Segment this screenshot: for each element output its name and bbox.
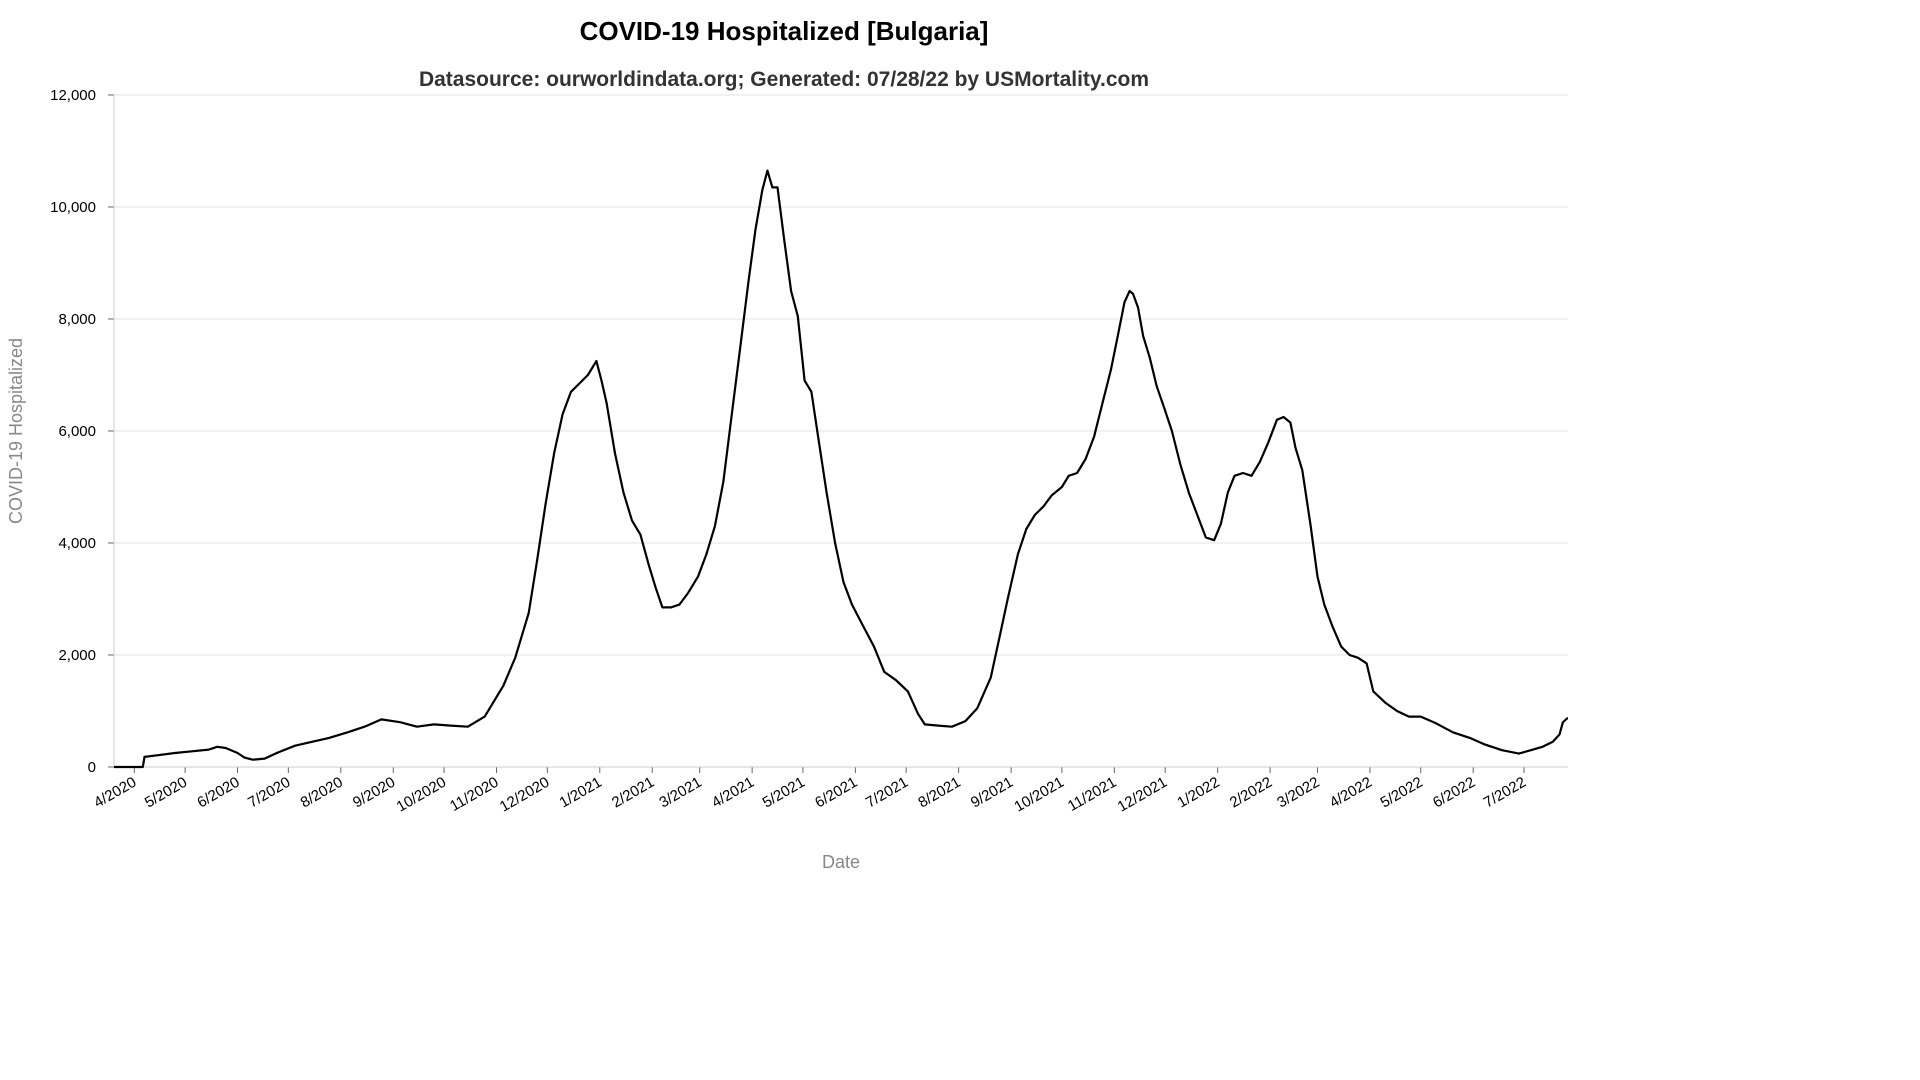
series-line-hospitalized xyxy=(114,169,1568,769)
x-tick-label: 5/2021 xyxy=(760,774,808,812)
y-tick-label: 10,000 xyxy=(50,199,96,216)
x-tick-label: 4/2021 xyxy=(709,774,757,812)
x-tick-label: 11/2020 xyxy=(447,774,501,815)
x-tick-label: 2/2022 xyxy=(1227,774,1275,812)
y-tick-label: 0 xyxy=(88,759,96,776)
x-axis-ticks: 4/2020 5/2020 6/2020 7/2020 8/2020 9/202010/2… xyxy=(91,767,1529,816)
x-tick-label: 9/2021 xyxy=(968,774,1016,812)
x-tick-label: 4/2022 xyxy=(1327,774,1375,812)
y-tick-label: 12,000 xyxy=(50,87,96,104)
gridlines xyxy=(114,94,1568,656)
y-tick-label: 6,000 xyxy=(58,423,96,440)
x-tick-label: 6/2020 xyxy=(194,774,242,812)
y-tick-label: 8,000 xyxy=(58,311,96,328)
x-tick-label: 7/2022 xyxy=(1481,774,1529,812)
x-tick-label: 8/2021 xyxy=(915,774,963,812)
y-axis-label: COVID-19 Hospitalized xyxy=(6,338,26,524)
chart-subtitle: Datasource: ourworldindata.org; Generate… xyxy=(419,68,1149,91)
x-tick-label: 8/2020 xyxy=(298,774,346,812)
x-axis-label: Date xyxy=(822,852,860,872)
x-tick-label: 12/2021 xyxy=(1115,774,1170,816)
x-tick-label: 12/2020 xyxy=(497,774,552,816)
chart-title: COVID-19 Hospitalized [Bulgaria] xyxy=(580,16,989,46)
line-chart: COVID-19 Hospitalized [Bulgaria] Datasou… xyxy=(6,16,1568,872)
x-tick-label: 7/2021 xyxy=(863,774,911,812)
x-tick-label: 6/2021 xyxy=(812,774,860,812)
y-tick-label: 2,000 xyxy=(58,647,96,664)
x-tick-label: 5/2022 xyxy=(1377,774,1425,812)
x-tick-label: 11/2021 xyxy=(1065,774,1119,815)
x-tick-label: 2/2021 xyxy=(609,774,657,812)
x-tick-label: 3/2022 xyxy=(1274,774,1322,812)
x-tick-label: 9/2020 xyxy=(350,774,398,812)
x-tick-label: 4/2020 xyxy=(91,774,139,812)
x-tick-label: 5/2020 xyxy=(142,774,190,812)
x-tick-label: 1/2021 xyxy=(557,774,605,812)
y-axis-ticks: 0 2,000 4,000 6,000 8,000 10,000 12,000 xyxy=(50,87,114,776)
x-tick-label: 7/2020 xyxy=(245,774,293,812)
x-tick-label: 6/2022 xyxy=(1430,774,1478,812)
x-tick-label: 1/2022 xyxy=(1174,774,1222,812)
x-tick-label: 10/2021 xyxy=(1011,774,1066,816)
x-tick-label: 10/2020 xyxy=(394,774,449,816)
y-tick-label: 4,000 xyxy=(58,535,96,552)
x-tick-label: 3/2021 xyxy=(656,774,704,812)
